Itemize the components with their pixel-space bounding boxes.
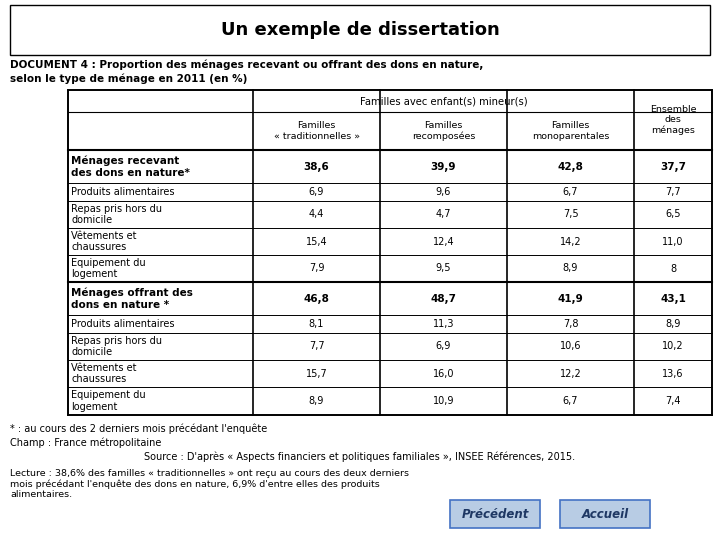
Text: Produits alimentaires: Produits alimentaires (71, 319, 174, 329)
Text: Familles
« traditionnelles »: Familles « traditionnelles » (274, 122, 359, 141)
Text: Vêtements et
chaussures: Vêtements et chaussures (71, 363, 137, 384)
Text: selon le type de ménage en 2011 (en %): selon le type de ménage en 2011 (en %) (10, 74, 248, 84)
Text: 7,8: 7,8 (563, 319, 578, 329)
Text: 8,9: 8,9 (563, 264, 578, 273)
Text: 38,6: 38,6 (304, 161, 329, 172)
Text: Produits alimentaires: Produits alimentaires (71, 187, 174, 197)
Text: 4,7: 4,7 (436, 210, 451, 219)
Text: 37,7: 37,7 (660, 161, 686, 172)
Text: 6,7: 6,7 (563, 396, 578, 406)
Text: Ménages recevant
des dons en nature*: Ménages recevant des dons en nature* (71, 156, 190, 178)
Text: 7,9: 7,9 (309, 264, 324, 273)
Text: 8,1: 8,1 (309, 319, 324, 329)
Text: Familles
recomposées: Familles recomposées (412, 121, 475, 141)
Text: Précédent: Précédent (462, 508, 528, 521)
Text: Equipement du
logement: Equipement du logement (71, 390, 145, 412)
Text: 12,2: 12,2 (559, 368, 581, 379)
Text: 10,6: 10,6 (559, 341, 581, 352)
Text: 12,4: 12,4 (433, 237, 454, 246)
Text: 8,9: 8,9 (309, 396, 324, 406)
Text: 16,0: 16,0 (433, 368, 454, 379)
Text: 9,6: 9,6 (436, 187, 451, 197)
Bar (68, 90, 712, 415)
Text: 7,7: 7,7 (309, 341, 324, 352)
Text: 6,9: 6,9 (436, 341, 451, 352)
Bar (450, 500, 540, 528)
Text: 9,5: 9,5 (436, 264, 451, 273)
Text: 8: 8 (670, 264, 676, 273)
Text: Familles
monoparentales: Familles monoparentales (532, 122, 609, 141)
Text: Repas pris hors du
domicile: Repas pris hors du domicile (71, 204, 162, 225)
Text: 8,9: 8,9 (665, 319, 680, 329)
Text: Repas pris hors du
domicile: Repas pris hors du domicile (71, 336, 162, 357)
Text: 41,9: 41,9 (557, 294, 583, 303)
Text: 10,2: 10,2 (662, 341, 684, 352)
Text: 7,4: 7,4 (665, 396, 680, 406)
Text: Familles avec enfant(s) mineur(s): Familles avec enfant(s) mineur(s) (360, 96, 527, 106)
Text: 6,9: 6,9 (309, 187, 324, 197)
Text: Lecture : 38,6% des familles « traditionnelles » ont reçu au cours des deux dern: Lecture : 38,6% des familles « tradition… (10, 469, 409, 500)
Text: 15,4: 15,4 (306, 237, 328, 246)
Text: Equipement du
logement: Equipement du logement (71, 258, 145, 279)
Text: Champ : France métropolitaine: Champ : France métropolitaine (10, 437, 161, 448)
Text: 10,9: 10,9 (433, 396, 454, 406)
Text: 14,2: 14,2 (559, 237, 581, 246)
Text: 15,7: 15,7 (305, 368, 328, 379)
Text: Ensemble
des
ménages: Ensemble des ménages (649, 105, 696, 135)
Text: Source : D'après « Aspects financiers et politiques familiales », INSEE Référenc: Source : D'après « Aspects financiers et… (145, 451, 575, 462)
Text: 11,3: 11,3 (433, 319, 454, 329)
Text: Accueil: Accueil (582, 508, 629, 521)
Text: 4,4: 4,4 (309, 210, 324, 219)
Text: 6,7: 6,7 (563, 187, 578, 197)
Bar (10, 5, 710, 55)
Text: 46,8: 46,8 (304, 294, 330, 303)
Text: 11,0: 11,0 (662, 237, 684, 246)
Text: 42,8: 42,8 (557, 161, 583, 172)
Text: 48,7: 48,7 (431, 294, 456, 303)
Text: DOCUMENT 4 : Proportion des ménages recevant ou offrant des dons en nature,: DOCUMENT 4 : Proportion des ménages rece… (10, 60, 483, 71)
Text: Un exemple de dissertation: Un exemple de dissertation (220, 21, 500, 39)
Bar (560, 500, 650, 528)
Text: 7,7: 7,7 (665, 187, 681, 197)
Text: Ménages offrant des
dons en nature *: Ménages offrant des dons en nature * (71, 287, 193, 309)
Text: * : au cours des 2 derniers mois précédant l'enquête: * : au cours des 2 derniers mois précéda… (10, 423, 267, 434)
Text: Vêtements et
chaussures: Vêtements et chaussures (71, 231, 137, 252)
Text: 7,5: 7,5 (563, 210, 578, 219)
Text: 39,9: 39,9 (431, 161, 456, 172)
Text: 43,1: 43,1 (660, 294, 686, 303)
Text: 6,5: 6,5 (665, 210, 680, 219)
Text: 13,6: 13,6 (662, 368, 684, 379)
